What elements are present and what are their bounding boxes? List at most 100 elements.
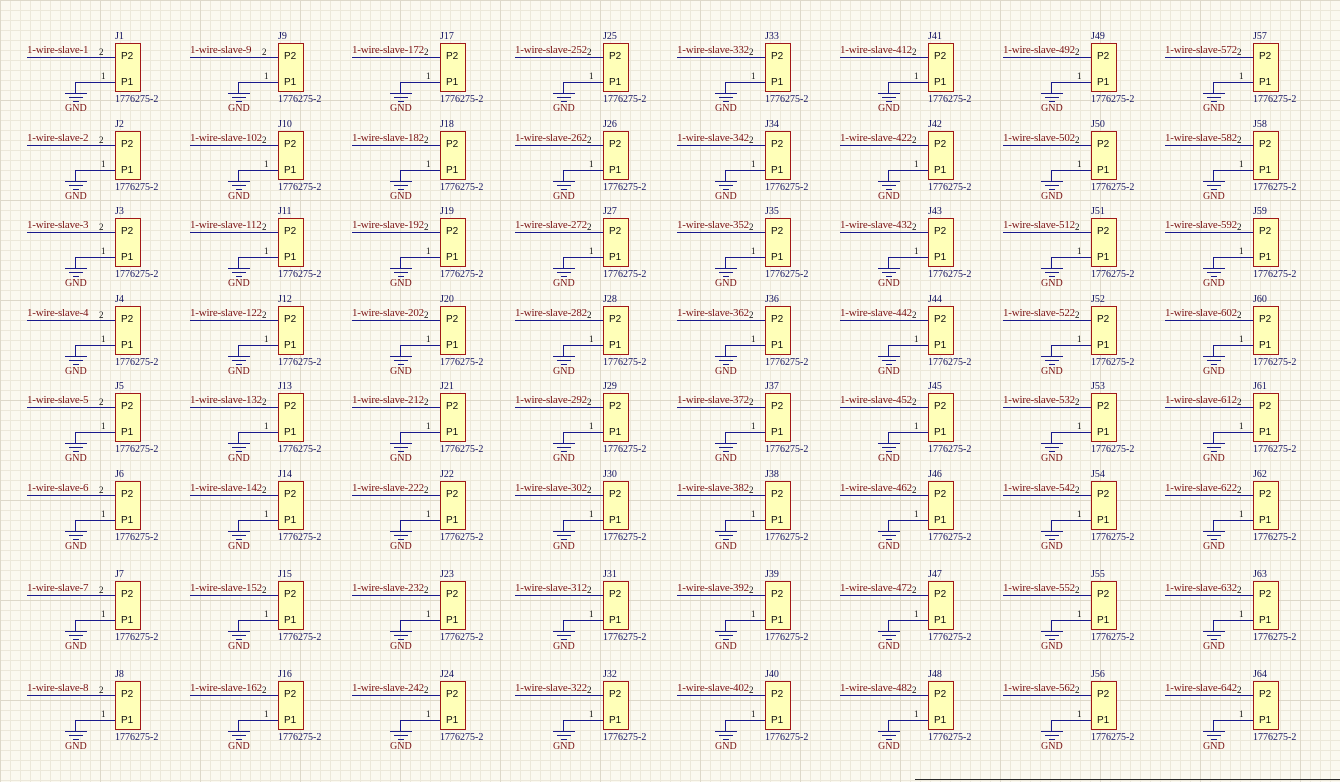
connector-j33[interactable]: J33 1-wire-slave-332 2 1 P2 P1 GND 17762… xyxy=(677,31,837,114)
net-label[interactable]: 1-wire-slave-232 xyxy=(352,582,424,594)
net-wire[interactable] xyxy=(677,495,765,496)
connector-j25[interactable]: J25 1-wire-slave-252 2 1 P2 P1 GND 17762… xyxy=(515,31,675,114)
ground-wire[interactable] xyxy=(400,170,440,171)
ground-wire-vertical[interactable] xyxy=(563,720,564,732)
net-wire[interactable] xyxy=(190,57,278,58)
connector-body[interactable]: P2 P1 xyxy=(765,43,791,92)
ground-wire[interactable] xyxy=(75,82,115,83)
net-wire[interactable] xyxy=(840,495,928,496)
ground-symbol-icon[interactable] xyxy=(1203,443,1225,453)
connector-body[interactable]: P2 P1 xyxy=(603,393,629,442)
ground-wire[interactable] xyxy=(563,432,603,433)
ground-symbol-icon[interactable] xyxy=(228,631,250,641)
connector-j18[interactable]: J18 1-wire-slave-182 2 1 P2 P1 GND 17762… xyxy=(352,119,512,202)
ground-wire[interactable] xyxy=(1213,257,1253,258)
ground-wire[interactable] xyxy=(725,620,765,621)
ground-wire-vertical[interactable] xyxy=(75,170,76,182)
net-label[interactable]: 1-wire-slave-302 xyxy=(515,482,587,494)
net-label[interactable]: 1-wire-slave-272 xyxy=(515,219,587,231)
net-label[interactable]: 1-wire-slave-342 xyxy=(677,132,749,144)
connector-j14[interactable]: J14 1-wire-slave-142 2 1 P2 P1 GND 17762… xyxy=(190,469,350,552)
ground-wire[interactable] xyxy=(400,520,440,521)
net-wire[interactable] xyxy=(515,595,603,596)
ground-wire[interactable] xyxy=(238,345,278,346)
connector-body[interactable]: P2 P1 xyxy=(1091,393,1117,442)
ground-wire[interactable] xyxy=(725,520,765,521)
ground-wire-vertical[interactable] xyxy=(400,620,401,632)
connector-body[interactable]: P2 P1 xyxy=(603,43,629,92)
net-wire[interactable] xyxy=(27,57,115,58)
net-label[interactable]: 1-wire-slave-192 xyxy=(352,219,424,231)
ground-wire[interactable] xyxy=(1051,345,1091,346)
net-wire[interactable] xyxy=(515,407,603,408)
net-label[interactable]: 1-wire-slave-262 xyxy=(515,132,587,144)
connector-body[interactable]: P2 P1 xyxy=(1253,581,1279,630)
connector-body[interactable]: P2 P1 xyxy=(928,306,954,355)
net-wire[interactable] xyxy=(677,407,765,408)
connector-body[interactable]: P2 P1 xyxy=(1253,681,1279,730)
ground-symbol-icon[interactable] xyxy=(228,268,250,278)
ground-wire-vertical[interactable] xyxy=(888,620,889,632)
ground-wire[interactable] xyxy=(400,432,440,433)
ground-symbol-icon[interactable] xyxy=(1041,356,1063,366)
net-label[interactable]: 1-wire-slave-3 xyxy=(27,219,89,231)
ground-wire-vertical[interactable] xyxy=(888,520,889,532)
ground-wire[interactable] xyxy=(1213,520,1253,521)
net-wire[interactable] xyxy=(1003,57,1091,58)
connector-body[interactable]: P2 P1 xyxy=(1091,306,1117,355)
connector-j45[interactable]: J45 1-wire-slave-452 2 1 P2 P1 GND 17762… xyxy=(840,381,1000,464)
connector-body[interactable]: P2 P1 xyxy=(278,581,304,630)
ground-wire-vertical[interactable] xyxy=(400,345,401,357)
ground-symbol-icon[interactable] xyxy=(1203,356,1225,366)
ground-wire-vertical[interactable] xyxy=(238,520,239,532)
ground-wire-vertical[interactable] xyxy=(1051,345,1052,357)
net-wire[interactable] xyxy=(190,320,278,321)
net-label[interactable]: 1-wire-slave-182 xyxy=(352,132,424,144)
net-label[interactable]: 1-wire-slave-222 xyxy=(352,482,424,494)
net-wire[interactable] xyxy=(1165,57,1253,58)
ground-wire[interactable] xyxy=(238,432,278,433)
ground-symbol-icon[interactable] xyxy=(65,356,87,366)
ground-symbol-icon[interactable] xyxy=(715,356,737,366)
connector-body[interactable]: P2 P1 xyxy=(928,393,954,442)
net-wire[interactable] xyxy=(352,407,440,408)
connector-j61[interactable]: J61 1-wire-slave-612 2 1 P2 P1 GND 17762… xyxy=(1165,381,1325,464)
net-wire[interactable] xyxy=(1003,695,1091,696)
ground-symbol-icon[interactable] xyxy=(390,93,412,103)
connector-body[interactable]: P2 P1 xyxy=(278,393,304,442)
net-label[interactable]: 1-wire-slave-642 xyxy=(1165,682,1237,694)
connector-j56[interactable]: J56 1-wire-slave-562 2 1 P2 P1 GND 17762… xyxy=(1003,669,1163,752)
connector-body[interactable]: P2 P1 xyxy=(115,43,141,92)
ground-wire-vertical[interactable] xyxy=(725,170,726,182)
net-label[interactable]: 1-wire-slave-602 xyxy=(1165,307,1237,319)
connector-body[interactable]: P2 P1 xyxy=(278,218,304,267)
ground-wire-vertical[interactable] xyxy=(1051,720,1052,732)
ground-wire-vertical[interactable] xyxy=(563,170,564,182)
ground-wire[interactable] xyxy=(563,170,603,171)
net-label[interactable]: 1-wire-slave-472 xyxy=(840,582,912,594)
net-wire[interactable] xyxy=(27,495,115,496)
net-wire[interactable] xyxy=(1003,320,1091,321)
ground-wire[interactable] xyxy=(75,170,115,171)
connector-body[interactable]: P2 P1 xyxy=(1091,43,1117,92)
ground-wire-vertical[interactable] xyxy=(400,720,401,732)
ground-symbol-icon[interactable] xyxy=(390,731,412,741)
net-wire[interactable] xyxy=(1165,320,1253,321)
connector-j64[interactable]: J64 1-wire-slave-642 2 1 P2 P1 GND 17762… xyxy=(1165,669,1325,752)
connector-j51[interactable]: J51 1-wire-slave-512 2 1 P2 P1 GND 17762… xyxy=(1003,206,1163,289)
ground-wire-vertical[interactable] xyxy=(400,82,401,94)
net-label[interactable]: 1-wire-slave-322 xyxy=(515,682,587,694)
ground-symbol-icon[interactable] xyxy=(553,443,575,453)
ground-symbol-icon[interactable] xyxy=(878,731,900,741)
connector-j60[interactable]: J60 1-wire-slave-602 2 1 P2 P1 GND 17762… xyxy=(1165,294,1325,377)
connector-j34[interactable]: J34 1-wire-slave-342 2 1 P2 P1 GND 17762… xyxy=(677,119,837,202)
connector-j59[interactable]: J59 1-wire-slave-592 2 1 P2 P1 GND 17762… xyxy=(1165,206,1325,289)
ground-symbol-icon[interactable] xyxy=(390,631,412,641)
ground-wire-vertical[interactable] xyxy=(1051,82,1052,94)
ground-symbol-icon[interactable] xyxy=(65,531,87,541)
connector-body[interactable]: P2 P1 xyxy=(115,306,141,355)
ground-wire[interactable] xyxy=(238,170,278,171)
ground-symbol-icon[interactable] xyxy=(878,268,900,278)
ground-symbol-icon[interactable] xyxy=(1041,181,1063,191)
connector-j27[interactable]: J27 1-wire-slave-272 2 1 P2 P1 GND 17762… xyxy=(515,206,675,289)
